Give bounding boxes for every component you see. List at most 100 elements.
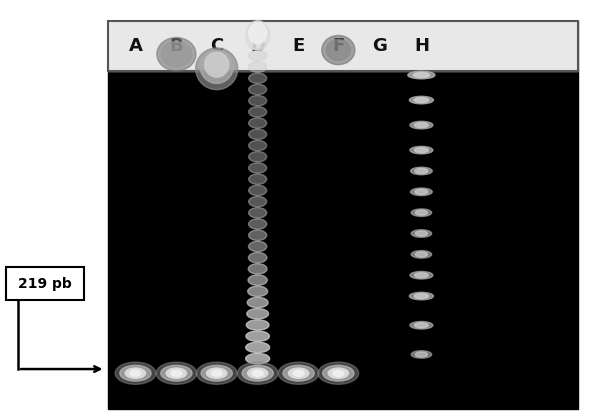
Ellipse shape bbox=[293, 370, 304, 377]
Ellipse shape bbox=[252, 370, 263, 377]
Ellipse shape bbox=[248, 264, 267, 274]
Ellipse shape bbox=[415, 273, 428, 278]
Ellipse shape bbox=[249, 185, 267, 196]
Ellipse shape bbox=[415, 168, 428, 173]
Ellipse shape bbox=[157, 38, 196, 71]
Ellipse shape bbox=[318, 362, 359, 384]
Ellipse shape bbox=[249, 151, 267, 162]
Ellipse shape bbox=[411, 209, 432, 216]
Ellipse shape bbox=[328, 368, 349, 378]
Text: G: G bbox=[372, 37, 386, 55]
Ellipse shape bbox=[414, 98, 429, 103]
Ellipse shape bbox=[411, 167, 432, 175]
Ellipse shape bbox=[415, 123, 428, 128]
Ellipse shape bbox=[288, 368, 309, 378]
Text: 219 pb: 219 pb bbox=[18, 276, 72, 291]
Ellipse shape bbox=[415, 231, 427, 236]
Ellipse shape bbox=[196, 48, 238, 90]
Ellipse shape bbox=[323, 365, 354, 381]
Bar bbox=[108, 21, 578, 71]
Ellipse shape bbox=[410, 322, 433, 329]
Ellipse shape bbox=[414, 294, 429, 299]
Ellipse shape bbox=[410, 146, 433, 154]
Bar bbox=[108, 21, 578, 409]
Bar bbox=[108, 21, 578, 71]
Ellipse shape bbox=[247, 368, 268, 378]
Ellipse shape bbox=[249, 140, 267, 151]
Ellipse shape bbox=[415, 210, 427, 215]
Ellipse shape bbox=[246, 331, 270, 342]
Ellipse shape bbox=[249, 39, 267, 50]
Ellipse shape bbox=[321, 35, 355, 65]
Ellipse shape bbox=[171, 370, 182, 377]
Ellipse shape bbox=[249, 252, 267, 263]
Ellipse shape bbox=[408, 71, 435, 79]
Ellipse shape bbox=[326, 40, 350, 60]
Ellipse shape bbox=[248, 275, 267, 285]
Ellipse shape bbox=[415, 352, 427, 357]
Text: D: D bbox=[250, 37, 265, 55]
Ellipse shape bbox=[249, 208, 267, 218]
Ellipse shape bbox=[242, 365, 273, 381]
Ellipse shape bbox=[120, 365, 151, 381]
Ellipse shape bbox=[415, 148, 428, 153]
Ellipse shape bbox=[200, 50, 234, 83]
Ellipse shape bbox=[166, 368, 187, 378]
Ellipse shape bbox=[156, 362, 197, 384]
Text: A: A bbox=[128, 37, 143, 55]
Ellipse shape bbox=[201, 365, 232, 381]
Ellipse shape bbox=[249, 50, 267, 61]
Text: H: H bbox=[414, 37, 429, 55]
Ellipse shape bbox=[249, 163, 267, 173]
Ellipse shape bbox=[249, 129, 267, 140]
Ellipse shape bbox=[249, 28, 267, 38]
Text: E: E bbox=[293, 37, 305, 55]
Ellipse shape bbox=[413, 73, 430, 78]
Ellipse shape bbox=[211, 370, 222, 377]
Ellipse shape bbox=[410, 121, 433, 129]
Ellipse shape bbox=[247, 309, 268, 319]
Ellipse shape bbox=[415, 189, 428, 194]
Ellipse shape bbox=[249, 219, 267, 229]
Ellipse shape bbox=[283, 365, 314, 381]
Ellipse shape bbox=[161, 42, 191, 67]
Bar bbox=[6, 267, 84, 300]
Ellipse shape bbox=[415, 252, 427, 257]
Ellipse shape bbox=[247, 297, 268, 308]
Ellipse shape bbox=[130, 370, 141, 377]
Ellipse shape bbox=[237, 362, 278, 384]
Ellipse shape bbox=[411, 230, 432, 237]
Ellipse shape bbox=[249, 95, 267, 106]
Ellipse shape bbox=[249, 196, 267, 207]
Ellipse shape bbox=[161, 365, 192, 381]
Ellipse shape bbox=[125, 368, 146, 378]
Ellipse shape bbox=[249, 230, 267, 241]
Ellipse shape bbox=[249, 174, 267, 184]
Ellipse shape bbox=[249, 107, 267, 117]
Ellipse shape bbox=[196, 362, 237, 384]
Ellipse shape bbox=[333, 370, 344, 377]
Ellipse shape bbox=[205, 52, 229, 77]
Ellipse shape bbox=[410, 271, 433, 279]
Ellipse shape bbox=[409, 96, 433, 104]
Ellipse shape bbox=[249, 241, 267, 252]
Ellipse shape bbox=[411, 251, 432, 258]
Ellipse shape bbox=[246, 21, 270, 50]
Ellipse shape bbox=[409, 292, 433, 300]
Text: F: F bbox=[332, 37, 344, 55]
Ellipse shape bbox=[249, 23, 267, 44]
Ellipse shape bbox=[115, 362, 156, 384]
Ellipse shape bbox=[246, 354, 270, 364]
Ellipse shape bbox=[206, 368, 227, 378]
Ellipse shape bbox=[247, 286, 268, 296]
Ellipse shape bbox=[246, 320, 269, 330]
Text: B: B bbox=[170, 37, 183, 55]
Ellipse shape bbox=[249, 118, 267, 128]
Ellipse shape bbox=[278, 362, 319, 384]
Ellipse shape bbox=[249, 62, 267, 72]
Ellipse shape bbox=[411, 188, 432, 196]
Ellipse shape bbox=[411, 351, 432, 358]
Ellipse shape bbox=[249, 84, 267, 95]
Ellipse shape bbox=[249, 73, 267, 83]
Ellipse shape bbox=[246, 342, 270, 353]
